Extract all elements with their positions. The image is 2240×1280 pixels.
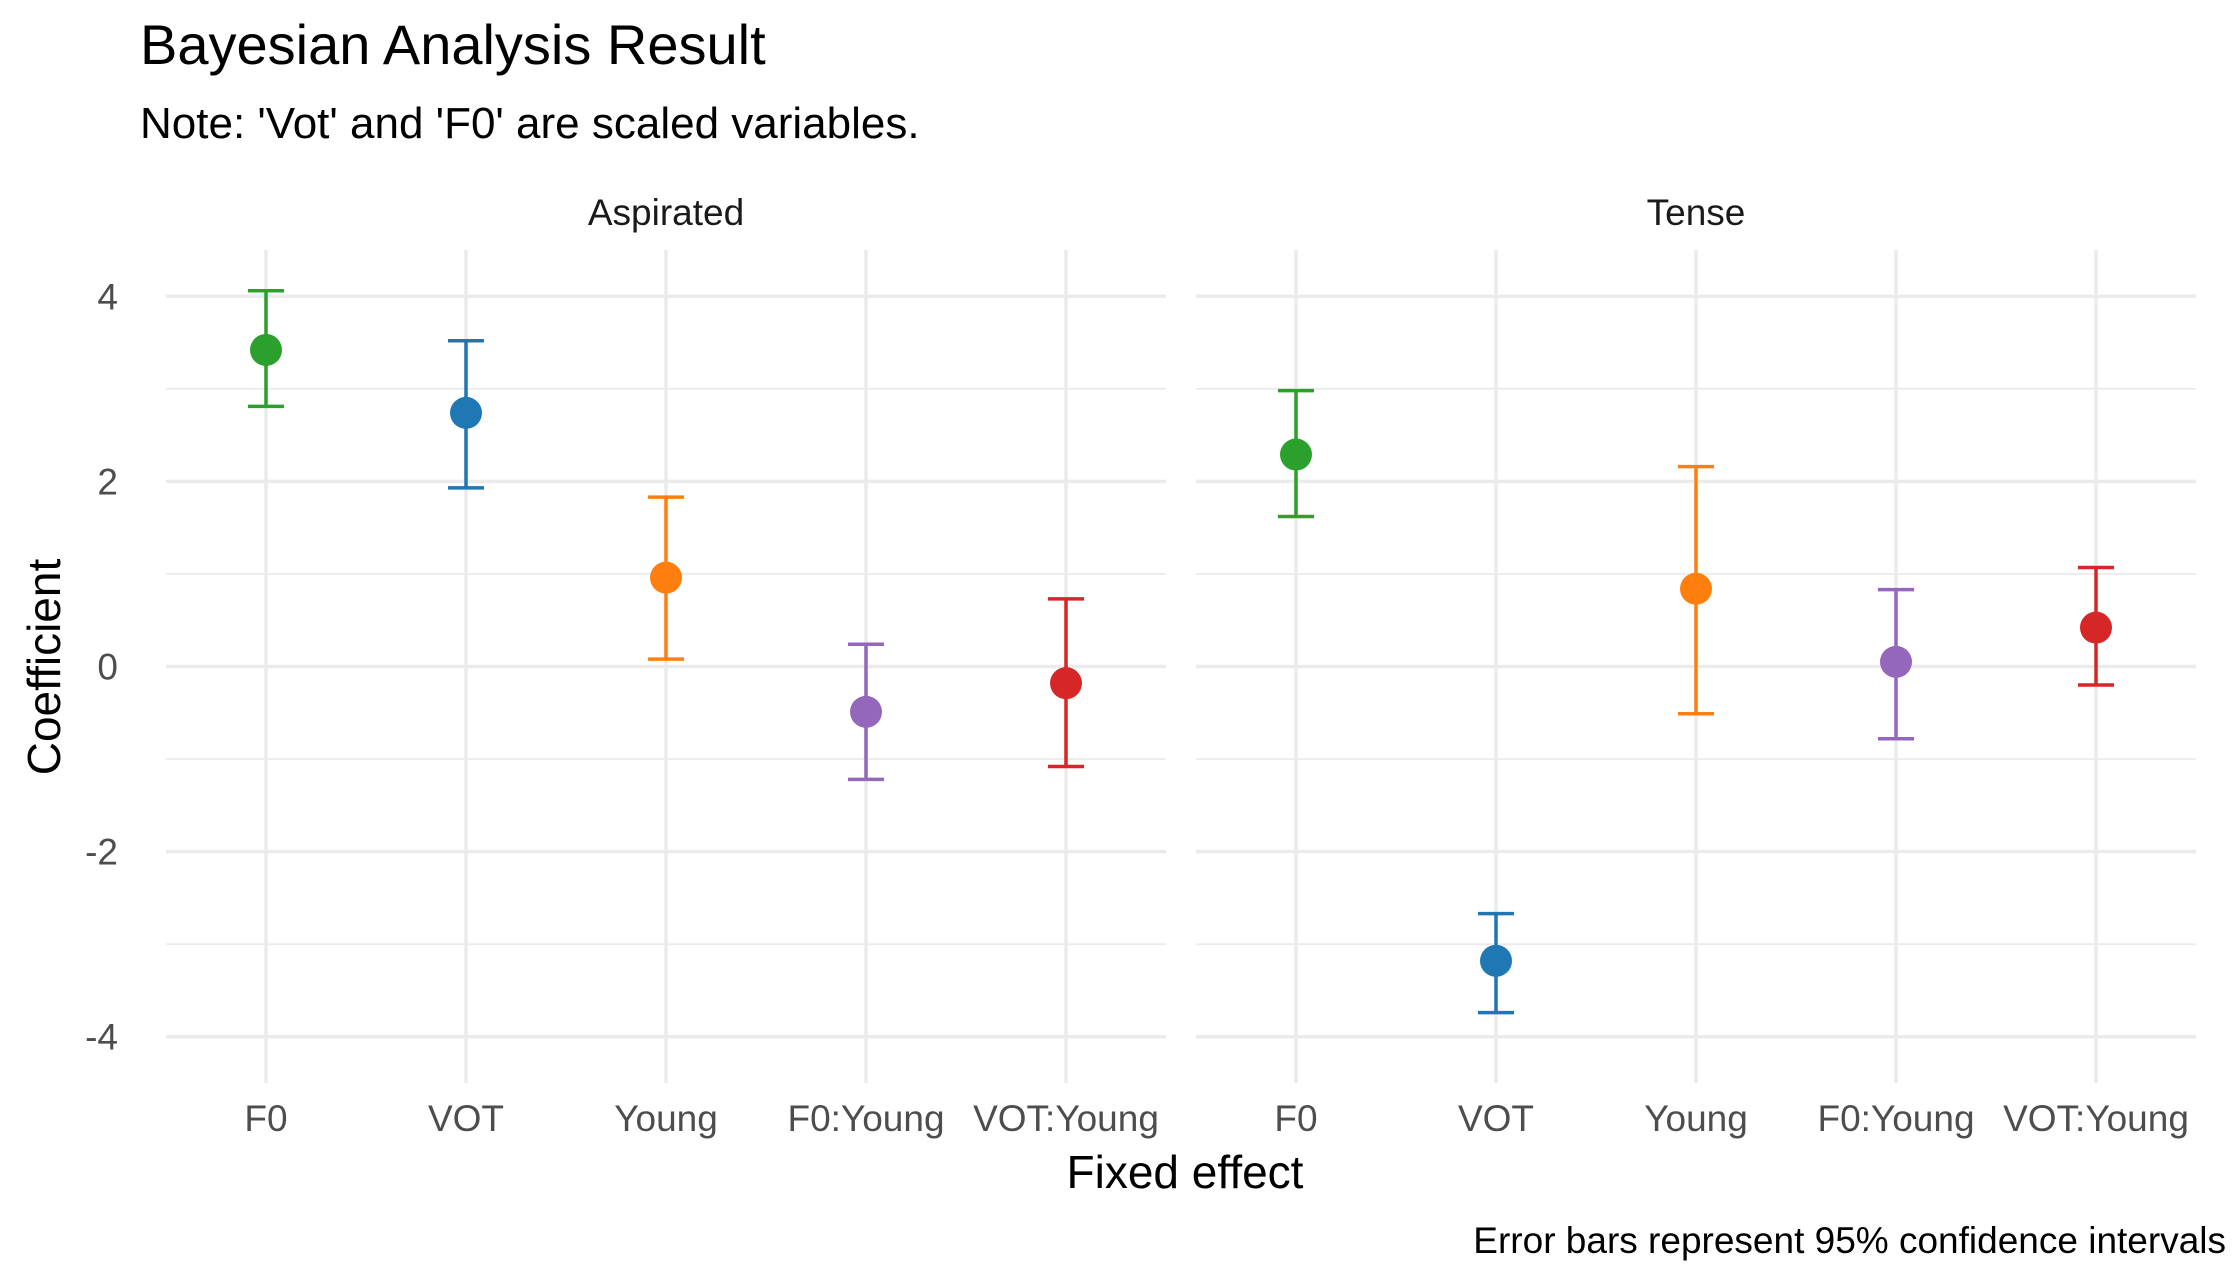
data-point: [1880, 645, 1912, 678]
x-tick-label: F0: [244, 1098, 287, 1139]
x-tick-label: F0:Young: [1817, 1098, 1974, 1139]
data-point: [1480, 944, 1512, 977]
x-tick-label: VOT: [1458, 1098, 1534, 1139]
y-tick-label: -2: [85, 832, 118, 873]
facet-label-aspirated: Aspirated: [588, 192, 744, 233]
y-axis: -4 -2 0 2 4: [85, 276, 118, 1057]
facet-label-tense: Tense: [1647, 192, 1746, 233]
x-tick-label: F0: [1274, 1098, 1317, 1139]
data-point: [250, 333, 282, 366]
y-tick-label: 2: [97, 461, 118, 502]
chart-title: Bayesian Analysis Result: [140, 13, 766, 76]
panel-aspirated: Aspirated F0 VOT Young F0:Young VOT:Young: [166, 192, 1166, 1139]
x-tick-label: F0:Young: [787, 1098, 944, 1139]
data-point: [850, 695, 882, 728]
x-tick-label: VOT: [428, 1098, 504, 1139]
chart-subtitle: Note: 'Vot' and 'F0' are scaled variable…: [140, 99, 920, 148]
y-axis-title: Coefficient: [18, 559, 70, 776]
data-point: [1280, 438, 1312, 471]
panel-tense: Tense F0 VOT Young F0:Young VOT:Young: [1196, 192, 2196, 1139]
x-tick-label: VOT:Young: [2003, 1098, 2189, 1139]
x-tick-label: VOT:Young: [973, 1098, 1159, 1139]
x-axis-title: Fixed effect: [1067, 1146, 1304, 1198]
data-point: [1050, 667, 1082, 700]
data-point: [450, 396, 482, 429]
x-tick-label: Young: [1644, 1098, 1748, 1139]
y-tick-label: -4: [85, 1017, 118, 1058]
chart-caption: Error bars represent 95% confidence inte…: [1473, 1220, 2226, 1261]
x-tick-label: Young: [614, 1098, 718, 1139]
y-tick-label: 0: [97, 647, 118, 688]
data-point: [2080, 611, 2112, 644]
data-point: [650, 561, 682, 594]
y-tick-label: 4: [97, 276, 118, 317]
data-point: [1680, 572, 1712, 605]
